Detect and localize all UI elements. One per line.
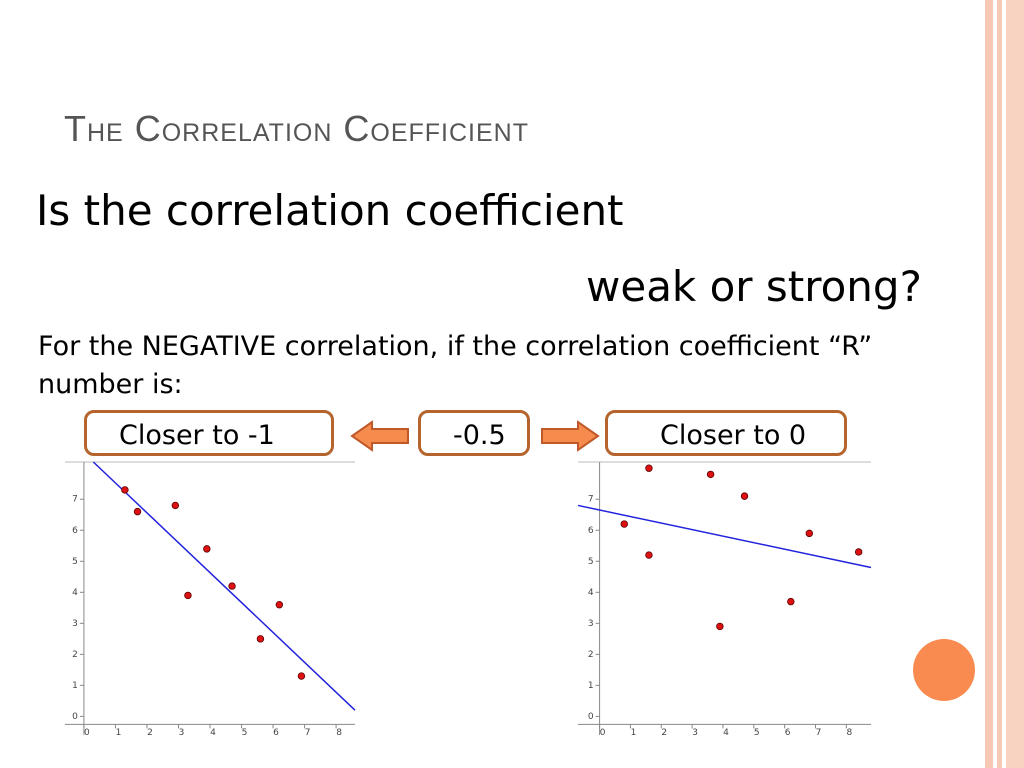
x-tick-label: 0 xyxy=(84,728,90,738)
x-tick-label: 1 xyxy=(631,728,637,738)
data-point xyxy=(133,507,142,516)
y-tick-label: 5 xyxy=(72,557,78,567)
label-box: Closer to -1 xyxy=(84,410,334,456)
body-text: For the NEGATIVE correlation, if the cor… xyxy=(38,331,873,400)
y-tick-label: 4 xyxy=(588,588,594,598)
data-point xyxy=(787,597,795,606)
heading: Is the correlation coefficient xyxy=(36,186,624,235)
trend-line xyxy=(577,504,872,569)
stripe xyxy=(997,0,1002,768)
data-point xyxy=(620,520,628,528)
decor-circle xyxy=(913,639,975,701)
data-point xyxy=(256,635,265,643)
data-point xyxy=(716,622,724,631)
data-point xyxy=(228,582,236,590)
data-point xyxy=(121,486,129,494)
data-point xyxy=(645,551,653,559)
stripe xyxy=(1006,0,1024,768)
label-box: Closer to 0 xyxy=(605,410,847,456)
y-tick-label: 1 xyxy=(72,681,78,691)
x-tick-label: 1 xyxy=(116,728,122,738)
x-tick-label: 8 xyxy=(336,728,342,738)
arrow-right xyxy=(541,420,600,452)
data-point xyxy=(706,470,715,479)
y-tick-label: 0 xyxy=(72,712,78,722)
x-tick-label: 2 xyxy=(147,728,153,738)
y-tick-label: 0 xyxy=(588,712,594,722)
data-point xyxy=(275,601,284,609)
data-point xyxy=(645,464,653,472)
y-tick-label: 6 xyxy=(588,526,594,536)
x-tick-label: 7 xyxy=(305,728,311,738)
arrow-left xyxy=(350,420,409,452)
slide-title: The Correlation Coefficient xyxy=(64,108,529,149)
x-tick-label: 2 xyxy=(661,728,667,738)
y-tick-label: 3 xyxy=(588,619,594,629)
x-tick-label: 4 xyxy=(210,728,216,738)
data-point xyxy=(171,501,180,510)
x-tick-label: 6 xyxy=(785,728,791,738)
data-point xyxy=(854,548,863,556)
data-point xyxy=(184,591,192,600)
trend-line xyxy=(92,461,356,711)
x-tick-label: 5 xyxy=(242,728,248,738)
x-tick-label: 3 xyxy=(179,728,185,738)
y-tick-label: 1 xyxy=(588,681,594,691)
x-tick-label: 4 xyxy=(723,728,729,738)
label-box: -0.5 xyxy=(418,410,530,456)
y-tick-label: 5 xyxy=(588,557,594,567)
data-point xyxy=(805,529,814,538)
data-point xyxy=(740,492,749,500)
y-tick-label: 6 xyxy=(72,526,78,536)
y-tick-label: 2 xyxy=(72,650,78,660)
y-tick-label: 2 xyxy=(588,650,594,660)
x-tick-label: 0 xyxy=(600,728,606,738)
y-tick-label: 7 xyxy=(72,495,78,505)
data-point xyxy=(203,545,211,553)
x-tick-label: 6 xyxy=(273,728,279,738)
stripe xyxy=(985,0,993,768)
data-point xyxy=(297,672,306,680)
y-tick-label: 7 xyxy=(588,495,594,505)
y-tick-label: 3 xyxy=(72,619,78,629)
x-tick-label: 8 xyxy=(846,728,852,738)
subheading: weak or strong? xyxy=(586,262,922,311)
x-tick-label: 5 xyxy=(754,728,760,738)
x-tick-label: 3 xyxy=(692,728,698,738)
x-tick-label: 7 xyxy=(816,728,822,738)
y-tick-label: 4 xyxy=(72,588,78,598)
